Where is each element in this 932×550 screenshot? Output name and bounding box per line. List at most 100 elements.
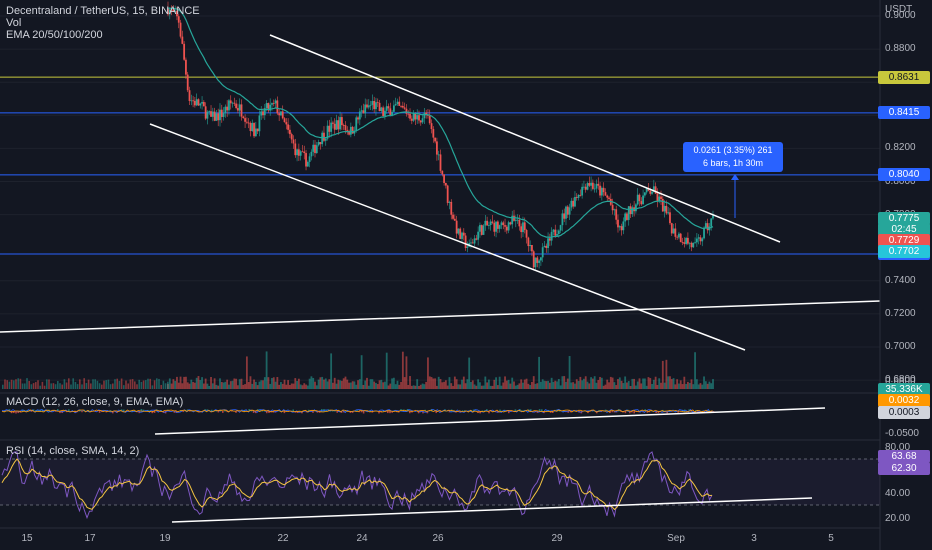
candle-body — [278, 113, 281, 116]
volume-bar — [410, 385, 413, 389]
volume-bar — [330, 353, 333, 389]
candle-body — [541, 247, 544, 258]
candle-body — [466, 246, 469, 248]
volume-bar — [168, 378, 171, 389]
volume-bar — [272, 377, 275, 389]
horizontal-levels — [0, 76, 880, 255]
measure-tooltip[interactable]: 0.0261 (3.35%) 261 6 bars, 1h 30m — [683, 142, 783, 172]
candle-body — [452, 214, 454, 219]
candle-body — [631, 207, 634, 215]
macd-histogram-bar — [549, 411, 552, 413]
ema-legend[interactable]: EMA 20/50/100/200 — [6, 29, 103, 41]
volume-bar — [518, 383, 521, 389]
candle-body — [561, 213, 564, 226]
volume-bar — [145, 380, 147, 389]
volume-bar — [678, 383, 680, 389]
volume-bar — [457, 384, 460, 389]
candle-body — [654, 186, 657, 194]
candle-body — [511, 215, 514, 225]
macd-histogram-bar — [609, 411, 611, 414]
volume-bar — [41, 381, 44, 389]
volume-bar — [441, 382, 444, 389]
macd-histogram-bar — [272, 411, 275, 413]
volume-bar — [430, 377, 433, 389]
candle-body — [287, 124, 290, 130]
macd-histogram-bar — [356, 409, 358, 412]
candle-body — [335, 120, 338, 130]
candle-body — [280, 111, 282, 116]
candle-body — [195, 99, 198, 106]
volume-bar — [638, 378, 641, 389]
volume-bar — [556, 381, 558, 389]
candle-body — [443, 174, 445, 183]
macd-histogram-bar — [655, 411, 657, 414]
candle-body — [263, 108, 266, 116]
volume-bar — [332, 382, 334, 389]
volume-legend[interactable]: Vol — [6, 17, 22, 29]
candle-body — [529, 244, 532, 247]
candle-body — [342, 125, 345, 126]
volume-bar — [74, 382, 77, 389]
volume-bar — [296, 380, 298, 389]
candle-body — [240, 104, 243, 117]
volume-bar — [260, 380, 263, 389]
candle-body — [389, 108, 392, 116]
volume-bar — [68, 378, 70, 389]
macd-histogram-bar — [387, 411, 389, 414]
symbol-title[interactable]: Decentraland / TetherUS, 15, BINANCE — [6, 5, 200, 17]
macd-histogram-bar — [189, 411, 191, 412]
volume-bar — [57, 380, 59, 389]
candle-body — [514, 219, 517, 221]
volume-bar — [358, 379, 361, 389]
volume-bar — [493, 379, 496, 389]
macd-legend[interactable]: MACD (12, 26, close, 9, EMA, EMA) — [6, 396, 184, 408]
candle-body — [575, 196, 578, 198]
volume-bar — [676, 379, 679, 389]
volume-bar — [660, 382, 662, 389]
rsi-legend[interactable]: RSI (14, close, SMA, 14, 2) — [6, 445, 140, 457]
price-tick: 0.9000 — [885, 10, 916, 21]
candle-body — [660, 196, 662, 199]
price-label-red: 0.7729 — [878, 234, 930, 247]
candle-body — [382, 107, 385, 117]
candle-body — [378, 102, 381, 112]
volume-bar — [186, 382, 189, 389]
volume-bar — [271, 377, 273, 389]
candle-body — [430, 123, 433, 130]
candle-body — [457, 228, 460, 234]
candle-body — [387, 106, 390, 109]
candle-body — [332, 122, 334, 124]
volume-bar — [315, 385, 318, 389]
volume-bar — [116, 378, 118, 389]
volume-bar — [127, 383, 129, 389]
volume-bar — [287, 380, 290, 389]
volume-bar — [418, 385, 420, 389]
volume-bar — [19, 378, 22, 389]
candle-body — [340, 117, 343, 126]
volume-bar — [52, 383, 55, 389]
volume-bar — [681, 384, 684, 389]
volume-value-label: 35.336K — [878, 383, 930, 396]
volume-bar — [160, 384, 162, 389]
candle-body — [211, 111, 214, 117]
candle-body — [290, 134, 293, 140]
candle-body — [606, 195, 609, 198]
candle-body — [538, 260, 541, 263]
volume-bar — [704, 381, 707, 389]
volume-bar — [92, 379, 94, 389]
volume-bar — [504, 376, 506, 389]
candle-body — [183, 43, 186, 60]
volume-bar — [416, 379, 419, 389]
volume-bar — [63, 379, 66, 389]
volume-bar — [482, 385, 485, 389]
candle-body — [401, 105, 404, 108]
volume-bar — [618, 377, 621, 389]
volume-bar — [378, 380, 381, 389]
volume-bar — [407, 384, 410, 389]
volume-bar — [101, 384, 103, 389]
time-tick: 5 — [828, 533, 834, 544]
volume-bar — [253, 379, 255, 389]
macd-histogram-bar — [417, 411, 420, 414]
volume-bar — [498, 376, 501, 389]
